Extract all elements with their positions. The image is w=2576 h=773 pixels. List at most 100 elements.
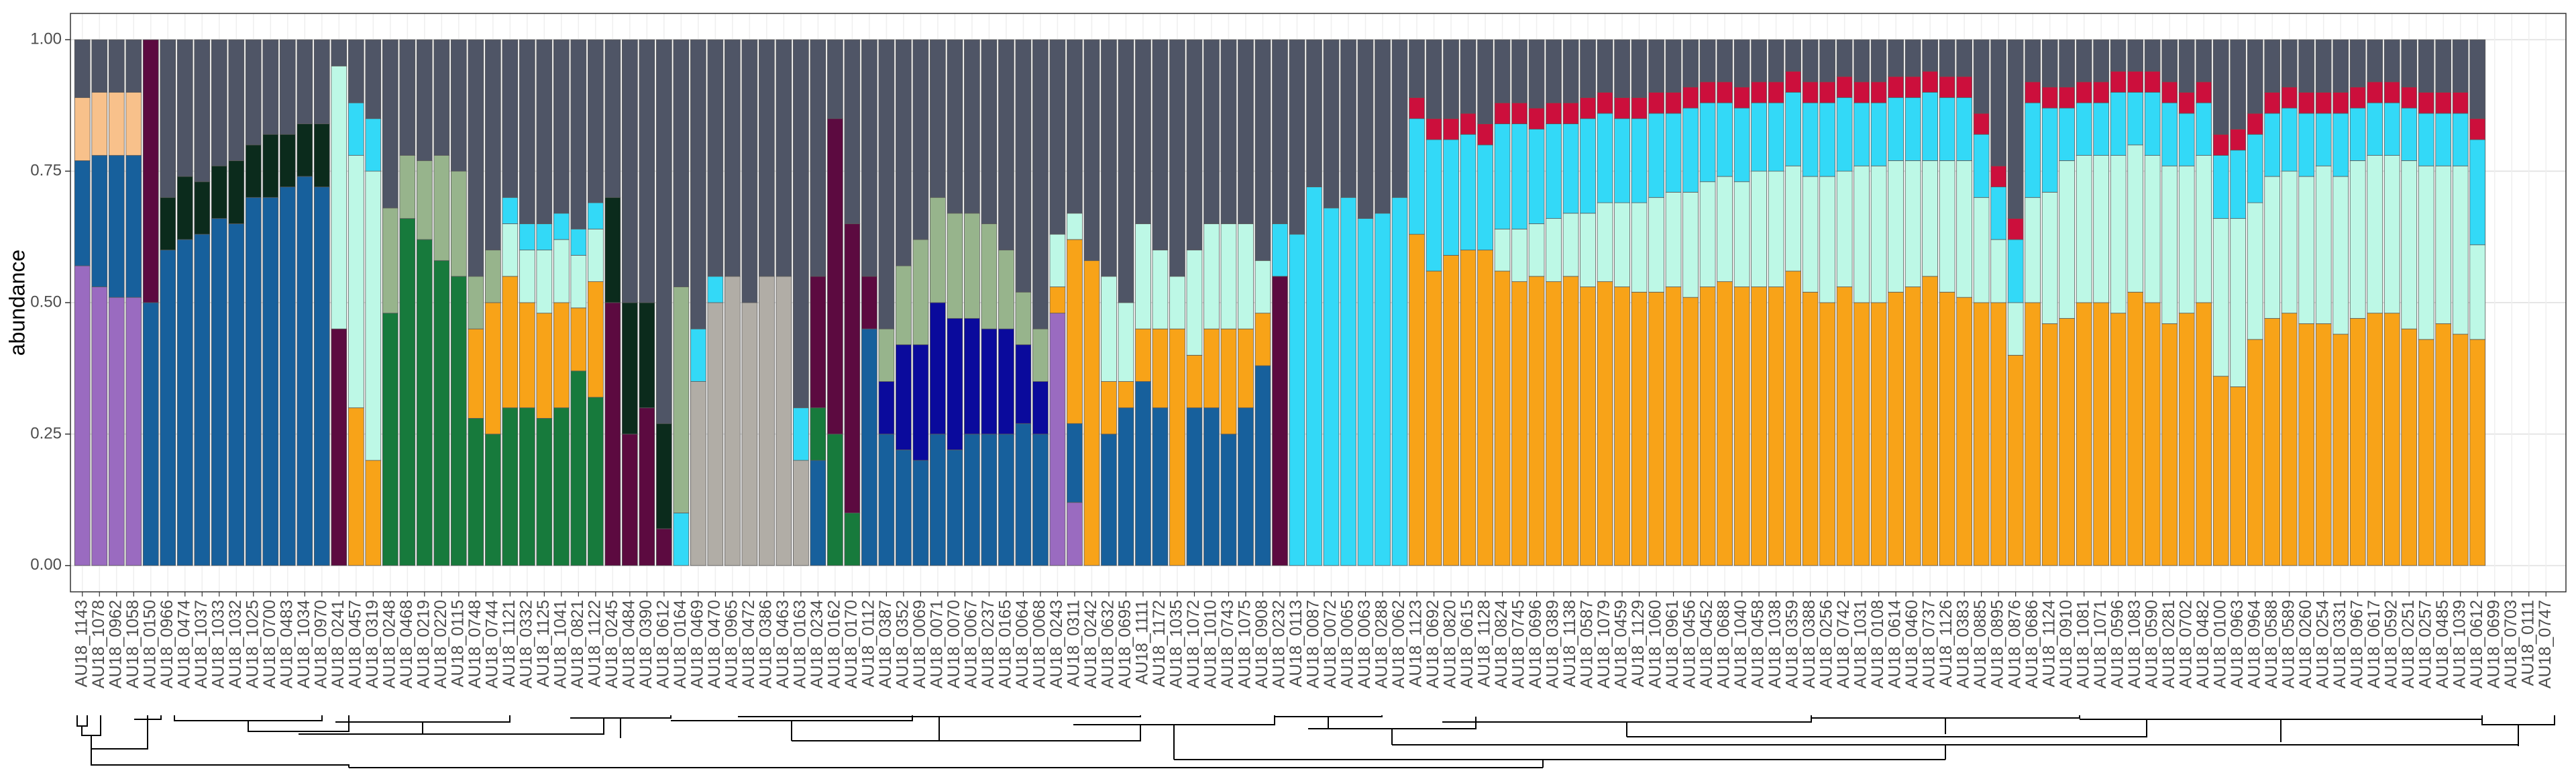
bar-segment <box>484 39 501 251</box>
bar-segment <box>160 197 176 251</box>
x-tick-label: AU18_0163 <box>791 600 810 688</box>
bar-segment <box>2127 92 2144 146</box>
bar-segment <box>2435 323 2452 566</box>
bar-segment <box>2127 39 2144 72</box>
bar-segment <box>1528 128 1545 224</box>
bar-segment <box>1083 39 1100 261</box>
bar-segment <box>844 223 861 513</box>
bar-segment <box>1460 113 1477 135</box>
x-tick-label: AU18_0386 <box>756 600 775 688</box>
bar-segment <box>655 39 672 424</box>
x-tick-label: AU18_0220 <box>431 600 450 688</box>
bar-segment <box>930 197 946 303</box>
bar-segment <box>2093 81 2110 103</box>
bar-segment <box>1939 291 1955 566</box>
x-tick-label: AU18_0383 <box>1954 600 1973 688</box>
bar-segment <box>365 39 382 119</box>
x-tick-label: AU18_1078 <box>89 600 108 688</box>
bar-segment <box>1648 92 1664 114</box>
bar-segment <box>707 276 724 303</box>
bar-segment <box>1836 97 1853 172</box>
x-tick-label: AU18_0064 <box>1013 600 1032 688</box>
bar-segment <box>142 39 159 303</box>
bar-segment <box>1682 107 1699 193</box>
bar-segment <box>2452 92 2469 114</box>
bar-segment <box>1220 328 1237 435</box>
bar-segment <box>365 460 382 566</box>
bar-segment <box>655 423 672 529</box>
x-tick-label: AU18_1071 <box>2091 600 2110 688</box>
x-tick-label: AU18_0692 <box>1424 600 1442 688</box>
x-tick-label: AU18_0463 <box>773 600 792 688</box>
x-tick-label: AU18_0821 <box>568 600 587 688</box>
bar-segment <box>775 276 792 566</box>
x-tick-label: AU18_0485 <box>2433 600 2452 688</box>
x-tick-label: AU18_0876 <box>2005 600 2024 688</box>
x-tick-label: AU18_0112 <box>859 600 878 687</box>
bar-segment <box>775 39 792 277</box>
bar-segment <box>416 239 433 566</box>
x-tick-label: AU18_1079 <box>1595 600 1613 688</box>
bar-segment <box>1733 287 1750 566</box>
bar-segment <box>553 302 570 409</box>
bar-segment <box>1648 291 1664 566</box>
bar-segment <box>108 155 125 298</box>
x-tick-label: AU18_1072 <box>1184 600 1203 688</box>
bar-segment <box>1494 39 1511 103</box>
x-tick-label: AU18_0113 <box>1287 600 1305 687</box>
bar-segment <box>1854 165 1870 303</box>
bar-segment <box>74 97 91 161</box>
bar-segment <box>416 39 433 161</box>
bar-segment <box>125 297 142 566</box>
bar-segment <box>1443 139 1459 256</box>
bar-segment <box>433 39 450 156</box>
bar-segment <box>2298 176 2315 324</box>
x-tick-label: AU18_0474 <box>174 600 193 688</box>
bar-segment <box>2161 39 2178 83</box>
bar-segment <box>502 223 519 277</box>
bar-segment <box>1768 170 1784 287</box>
bar-segment <box>1067 239 1083 424</box>
bar-segment <box>570 255 587 309</box>
bar-segment <box>279 134 296 187</box>
x-tick-label: AU18_0737 <box>1920 600 1939 688</box>
bar-segment <box>690 381 706 566</box>
bar-segment <box>160 250 176 566</box>
bar-segment <box>1631 202 1648 293</box>
x-tick-label: AU18_0387 <box>876 600 895 688</box>
bar-segment <box>1015 291 1032 346</box>
bar-segment <box>313 187 330 566</box>
bar-segment <box>2383 81 2400 103</box>
bar-segment <box>2178 313 2195 566</box>
bar-segment <box>108 297 125 566</box>
bar-segment <box>604 197 621 303</box>
x-tick-label: AU18_1124 <box>2039 600 2058 687</box>
bar-segment <box>2298 39 2315 93</box>
bar-segment <box>1032 39 1049 329</box>
bar-segment <box>2025 81 2041 103</box>
bar-segment <box>74 39 91 98</box>
bar-segment <box>1699 287 1716 566</box>
x-tick-label: AU18_0696 <box>1526 600 1545 688</box>
bar-segment <box>724 276 741 566</box>
bar-segment <box>1751 102 1767 172</box>
bar-segment <box>416 160 433 240</box>
x-tick-label: AU18_0965 <box>722 600 741 688</box>
bar-segment <box>1203 328 1220 409</box>
bar-segment <box>1854 302 1870 566</box>
bar-segment <box>1682 39 1699 88</box>
bar-segment <box>1733 87 1750 109</box>
bar-segment <box>2110 70 2127 93</box>
bar-segment <box>2281 107 2298 172</box>
bar-segment <box>1340 39 1356 198</box>
bar-segment <box>74 160 91 266</box>
bar-segment <box>2332 39 2349 93</box>
bar-segment <box>2161 323 2178 566</box>
bar-segment <box>1717 81 1733 103</box>
bar-segment <box>2435 39 2452 93</box>
bar-segment <box>1254 39 1271 261</box>
bar-segment <box>1477 39 1493 124</box>
bar-segment <box>1409 118 1425 235</box>
bar-segment <box>2230 386 2247 566</box>
